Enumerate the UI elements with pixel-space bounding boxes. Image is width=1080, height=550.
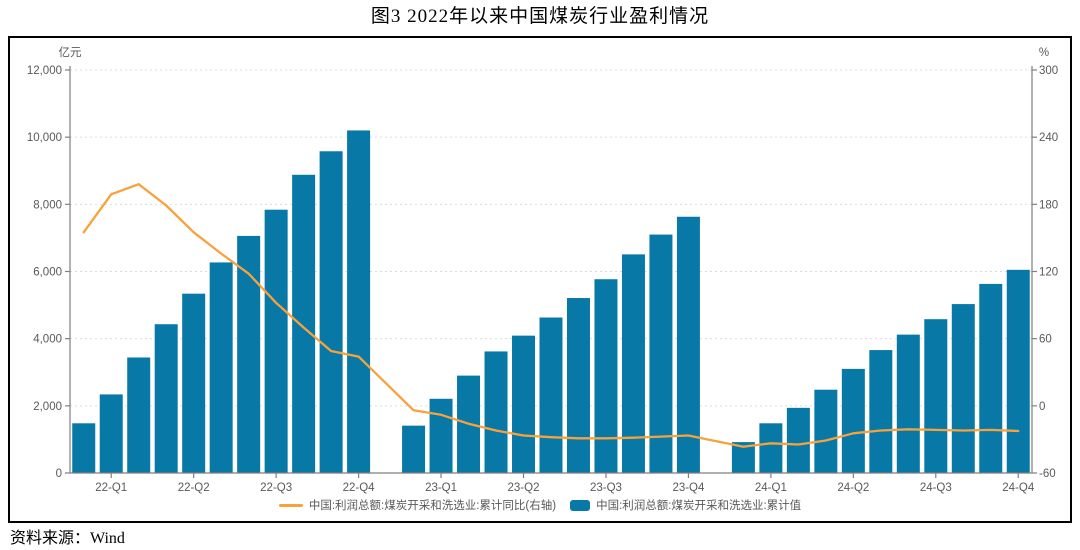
chart-title: 图3 2022年以来中国煤炭行业盈利情况 [370, 6, 710, 27]
y-tick-label-left: 6,000 [33, 267, 62, 279]
x-tick-label: 24-Q4 [1002, 482, 1035, 494]
y-tick-label-left: 10,000 [27, 132, 62, 144]
y-tick-label-right: -60 [1039, 468, 1056, 480]
source-note: 资料来源：Wind [10, 530, 125, 547]
bar-2023-08 [566, 298, 590, 473]
x-tick-label: 24-Q1 [755, 482, 787, 494]
x-tick-label: 22-Q3 [260, 482, 292, 494]
bar-2023-07 [539, 317, 563, 473]
bar-2023-06 [512, 335, 536, 473]
bar-2023-11 [649, 234, 673, 473]
bar-2022-09 [264, 209, 288, 473]
bar-2022-08 [237, 235, 261, 473]
x-tick-label: 24-Q3 [920, 482, 952, 494]
x-tick-label: 24-Q2 [837, 482, 869, 494]
bar-2022-06 [182, 293, 206, 473]
y-tick-label-left: 8,000 [33, 199, 62, 211]
y-tick-label-right: 120 [1039, 267, 1058, 279]
y-tick-label-left: 4,000 [33, 334, 62, 346]
bar-2023-10 [621, 254, 645, 473]
bar-2024-03 [759, 423, 783, 473]
x-tick-label: 22-Q4 [343, 482, 376, 494]
bar-2024-05 [814, 389, 838, 473]
bar-2024-04 [786, 407, 810, 473]
bar-2023-09 [594, 279, 618, 473]
y-tick-label-left: 12,000 [27, 65, 62, 77]
bar-2022-12 [347, 130, 371, 473]
bar-2023-05 [484, 351, 508, 473]
bar-2022-03 [99, 394, 123, 473]
legend-item-profit-bar: 中国:利润总额:煤炭开采和洗选业:累计值 [570, 497, 801, 513]
yoy-line [82, 183, 1020, 448]
bar-2022-11 [319, 151, 343, 473]
x-tick-label: 23-Q1 [425, 482, 457, 494]
bar-2022-10 [292, 174, 316, 473]
y-tick-label-right: 240 [1039, 132, 1058, 144]
bar-2022-07 [209, 262, 233, 473]
bar-2024-02 [731, 442, 755, 473]
bar-2023-03 [429, 398, 453, 473]
bar-2024-11 [979, 283, 1003, 473]
x-tick-label: 22-Q2 [178, 482, 210, 494]
x-tick-label: 22-Q1 [95, 482, 127, 494]
chart-frame: 0 2,000 4,000 6,000 8,000 10,000 12,000 -60 0 60 1… [8, 36, 1072, 523]
legend-label-yoy: 中国:利润总额:煤炭开采和洗选业:累计同比(右轴) [308, 500, 557, 512]
left-axis-unit: 亿元 [59, 46, 82, 59]
bar-2024-09 [924, 319, 948, 473]
bar-2022-05 [154, 324, 178, 473]
x-tick-label: 23-Q4 [672, 482, 705, 494]
plot-canvas: 0 2,000 4,000 6,000 8,000 10,000 12,000 -60 0 60 1… [27, 46, 1058, 494]
bar-2024-08 [896, 334, 920, 473]
bar-2022-04 [127, 357, 151, 473]
legend-label-profit: 中国:利润总额:煤炭开采和洗选业:累计值 [596, 500, 802, 512]
line-swatch-icon [278, 503, 303, 507]
y-tick-label-right: 180 [1039, 199, 1058, 211]
x-tick-label: 23-Q3 [590, 482, 622, 494]
legend: 中国:利润总额:煤炭开采和洗选业:累计同比(右轴) 中国:利润总额:煤炭开采和洗… [10, 497, 1070, 513]
bar-2024-07 [869, 350, 893, 473]
bar-swatch-icon [570, 499, 591, 511]
right-axis-unit: % [1039, 47, 1049, 59]
bar-2024-10 [951, 304, 975, 473]
legend-item-yoy-line: 中国:利润总额:煤炭开采和洗选业:累计同比(右轴) [278, 497, 557, 513]
x-tick-label: 23-Q2 [508, 482, 540, 494]
bar-2023-12 [676, 216, 700, 474]
bar-2022-02 [72, 423, 96, 473]
y-tick-label-left: 0 [56, 468, 62, 480]
y-tick-label-right: 0 [1039, 401, 1045, 413]
bar-2024-06 [841, 368, 865, 473]
y-tick-label-right: 60 [1039, 334, 1052, 346]
bar-2023-02 [402, 425, 426, 473]
y-tick-label-right: 300 [1039, 65, 1058, 77]
y-tick-label-left: 2,000 [33, 401, 62, 413]
bar-2024-12 [1006, 269, 1030, 473]
